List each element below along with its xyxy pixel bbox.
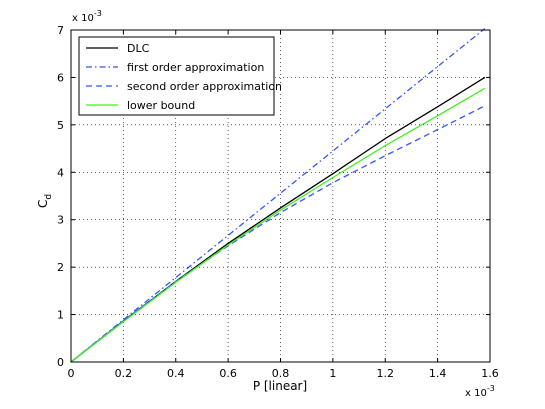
y-tick-label: 5: [57, 119, 64, 132]
svg-text:Cd: Cd: [36, 194, 54, 208]
legend-entry-second-order-approximation: second order approximation: [127, 80, 282, 93]
y-tick-label: 4: [57, 166, 64, 179]
x-tick-label: 1: [329, 367, 336, 380]
legend-box: [78, 36, 275, 116]
legend-entry-first-order-approximation: first order approximation: [127, 61, 264, 74]
y-exponent-power: -3: [94, 9, 102, 18]
x-tick-label: 1.4: [429, 367, 447, 380]
grid: [71, 30, 490, 362]
y-tick-label: 2: [57, 261, 64, 274]
y-exponent-label: x 10-3: [72, 9, 102, 24]
y-exponent-base: x 10: [72, 13, 94, 24]
series-line-first-order-approximation: [70, 28, 486, 363]
series-line-second-order-approximation: [70, 105, 486, 363]
tick-labels: 0 0.2 0.4 0.6 0.8 1 1.2 1.4 1.6 0 1 2 3 4 5 6 7: [57, 24, 499, 380]
y-axis-label-main: C: [36, 200, 50, 208]
y-axis-label: Cd: [36, 194, 54, 208]
legend-entry-dlc: DLC: [127, 42, 150, 55]
x-tick-label: 0.4: [167, 367, 185, 380]
x-axis-label: P [linear]: [253, 379, 307, 393]
x-exponent-power: -3: [487, 384, 495, 393]
x-exponent-label: x 10-3: [465, 384, 495, 399]
series-layer: [70, 28, 486, 363]
ticks: [70, 29, 491, 363]
x-exponent-base: x 10: [465, 388, 487, 399]
legend-entry-lower-bound: lower bound: [127, 99, 195, 112]
series-line-lower-bound: [70, 87, 486, 363]
x-tick-label: 0.8: [272, 367, 290, 380]
x-tick-label: 1.6: [481, 367, 499, 380]
y-axis-label-sub: d: [44, 194, 54, 200]
y-tick-label: 0: [57, 356, 64, 369]
y-tick-label: 6: [57, 71, 64, 84]
legend: DLC first order approximation second order…: [78, 36, 282, 116]
x-tick-label: 0: [68, 367, 75, 380]
x-tick-label: 1.2: [377, 367, 395, 380]
y-tick-label: 1: [57, 309, 64, 322]
x-tick-label: 0.6: [219, 367, 237, 380]
y-tick-label: 3: [57, 214, 64, 227]
y-tick-label: 7: [57, 24, 64, 37]
x-tick-label: 0.2: [115, 367, 133, 380]
